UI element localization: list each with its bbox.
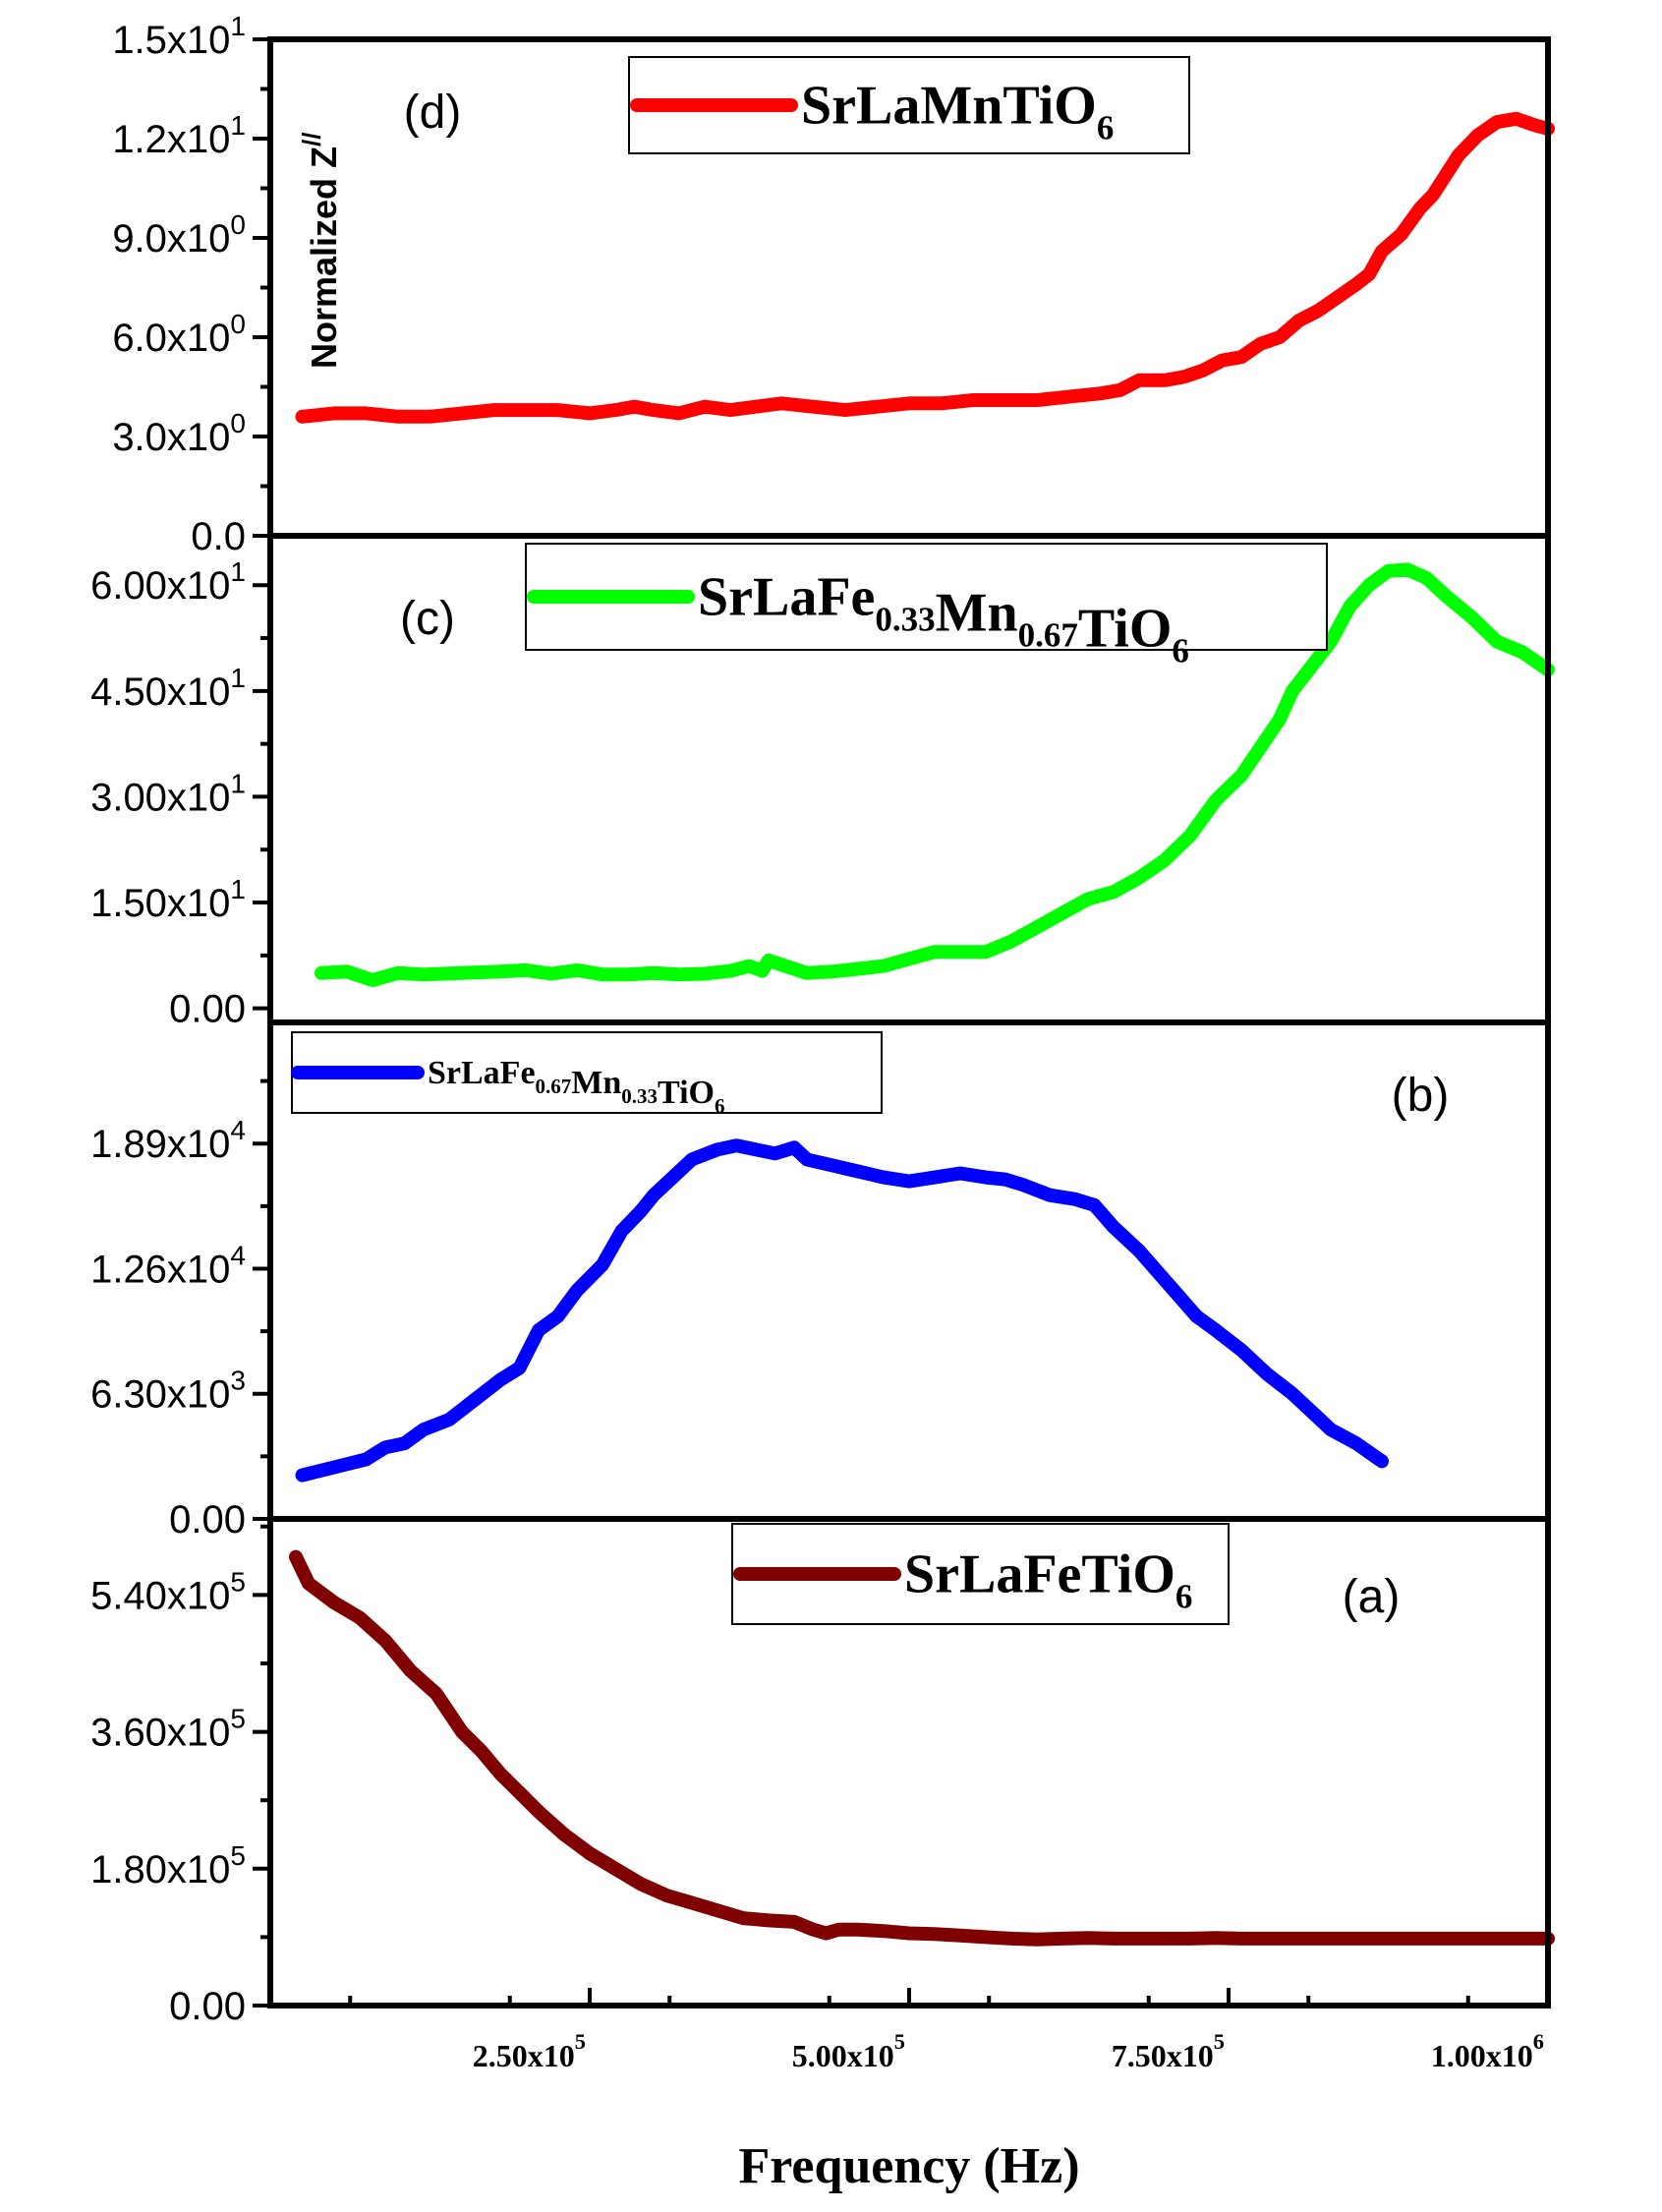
y-tick-label-c-1: 1.50x101 [90, 874, 246, 925]
x-tick-label-0: 2.50x105 [473, 2029, 586, 2073]
legend-label-d: SrLaMnTiO6 [801, 75, 1114, 146]
panel-label-a: (a) [1343, 1571, 1401, 1623]
legend-b: SrLaFe0.67Mn0.33TiO6 [291, 1031, 883, 1118]
y-tick-label-d-0: 0.0 [191, 515, 246, 558]
y-tick-label-c-4: 6.00x101 [90, 556, 246, 608]
series-line-c [315, 562, 1555, 987]
legend-a: SrLaFeTiO6 [731, 1523, 1230, 1625]
y-tick-label-a-1: 1.80x105 [90, 1840, 246, 1892]
x-tick-label-3: 1.00x106 [1431, 2029, 1544, 2073]
y-tick-label-a-0: 0.00 [169, 1985, 246, 2028]
panel-label-b: (b) [1392, 1070, 1450, 1122]
y-tick-label-c-2: 3.00x101 [90, 768, 246, 819]
series-line-d [295, 111, 1555, 424]
y-tick-label-c-0: 0.00 [169, 988, 246, 1031]
legend-label-a: SrLaFeTiO6 [904, 1543, 1192, 1615]
legend-d: SrLaMnTiO6 [628, 56, 1190, 154]
legend-label-c: SrLaFe0.33Mn0.67TiO6 [698, 566, 1189, 669]
panel-b: 0.00 6.30x103 1.26x104 1.89x104 SrLaFe0.67Mn… [90, 1031, 1450, 1542]
panel-label-d: (d) [404, 87, 462, 139]
y-tick-label-d-5: 1.5x101 [112, 11, 246, 62]
y-tick-label-b-3: 1.89x104 [90, 1115, 246, 1166]
y-tick-label-b-2: 1.26x104 [90, 1240, 246, 1291]
legend-c: SrLaFe0.33Mn0.67TiO6 [525, 543, 1328, 669]
y-tick-label-d-1: 3.0x100 [112, 408, 246, 459]
series-line-a [289, 1549, 1555, 1947]
panel-d: 0.0 3.0x100 6.0x100 9.0x100 1.2x101 1.5x101 Sr… [112, 11, 1555, 558]
x-tick-label-2: 7.50x105 [1112, 2029, 1225, 2073]
legend-label-b: SrLaFe0.67Mn0.33TiO6 [428, 1055, 725, 1118]
x-axis-label: Frequency (Hz) [738, 2138, 1079, 2194]
panel-c: 0.00 1.50x101 3.00x101 4.50x101 6.00x101 SrLa… [90, 543, 1555, 1031]
y-tick-label-b-0: 0.00 [169, 1498, 246, 1542]
y-tick-label-a-2: 3.60x105 [90, 1704, 246, 1755]
y-tick-label-d-3: 9.0x100 [112, 209, 246, 261]
panel-label-c: (c) [400, 593, 455, 645]
y-tick-label-d-2: 6.0x100 [112, 309, 246, 360]
y-axis-label: Normalized Z// [297, 133, 344, 370]
x-tick-label-1: 5.00x105 [792, 2029, 905, 2073]
y-tick-label-d-4: 1.2x101 [112, 110, 246, 161]
y-tick-label-a-3: 5.40x105 [90, 1566, 246, 1617]
panel-a: 0.00 1.80x105 3.60x105 5.40x105 SrLaFeTiO6 (a… [90, 1523, 1555, 2028]
series-line-b [295, 1138, 1389, 1483]
y-tick-label-c-3: 4.50x101 [90, 663, 246, 714]
y-tick-label-b-1: 6.30x103 [90, 1366, 246, 1417]
